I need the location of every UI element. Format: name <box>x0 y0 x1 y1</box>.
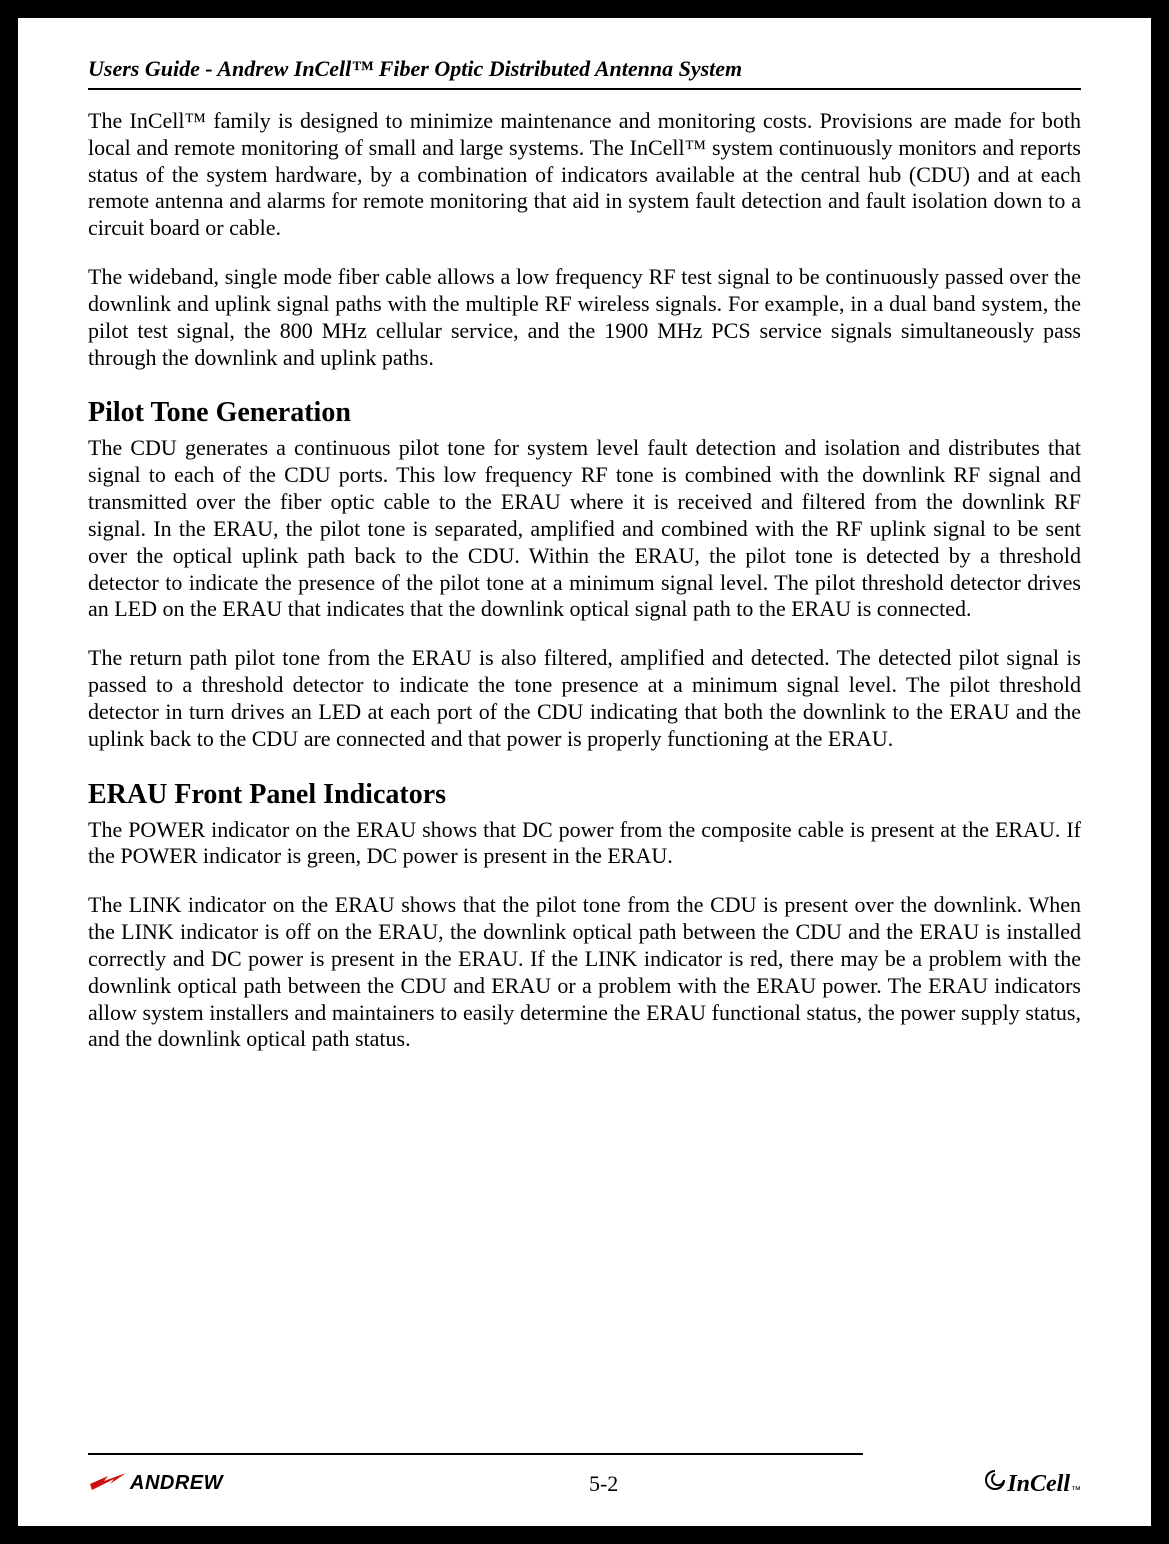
content-spacer <box>88 1075 1081 1453</box>
andrew-logo-text: ANDREW <box>130 1472 223 1495</box>
body-paragraph-1: The InCell™ family is designed to minimi… <box>88 108 1081 242</box>
body-paragraph-6: The LINK indicator on the ERAU shows tha… <box>88 892 1081 1053</box>
swirl-icon <box>984 1469 1006 1496</box>
body-paragraph-4: The return path pilot tone from the ERAU… <box>88 645 1081 752</box>
incell-logo: InCell ™ <box>984 1469 1081 1498</box>
trademark-symbol: ™ <box>1071 1485 1081 1496</box>
page-footer: ANDREW 5-2 InCell ™ <box>88 1465 1081 1498</box>
body-paragraph-3: The CDU generates a continuous pilot ton… <box>88 435 1081 623</box>
footer-rule <box>88 1453 863 1455</box>
section-heading-erau-indicators: ERAU Front Panel Indicators <box>88 779 1081 811</box>
header-rule <box>88 88 1081 90</box>
page-number: 5-2 <box>223 1471 984 1497</box>
section-heading-pilot-tone: Pilot Tone Generation <box>88 397 1081 429</box>
page-header-title: Users Guide - Andrew InCell™ Fiber Optic… <box>88 56 1081 86</box>
body-paragraph-5: The POWER indicator on the ERAU shows th… <box>88 817 1081 871</box>
page: Users Guide - Andrew InCell™ Fiber Optic… <box>18 18 1151 1526</box>
lightning-bolt-icon <box>88 1470 128 1497</box>
incell-logo-text: InCell <box>1007 1471 1070 1498</box>
andrew-logo: ANDREW <box>88 1470 223 1497</box>
body-paragraph-2: The wideband, single mode fiber cable al… <box>88 264 1081 371</box>
page-outer-border: Users Guide - Andrew InCell™ Fiber Optic… <box>0 0 1169 1544</box>
